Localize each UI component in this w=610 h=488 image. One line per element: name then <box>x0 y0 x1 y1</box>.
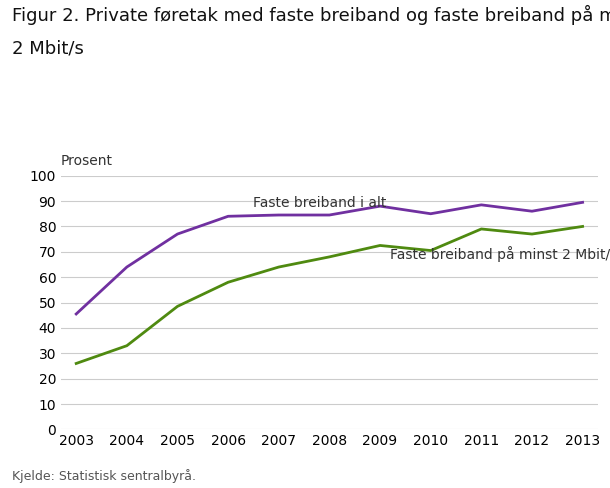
Text: Kjelde: Statistisk sentralbyrå.: Kjelde: Statistisk sentralbyrå. <box>12 469 196 483</box>
Text: Faste breiband i alt: Faste breiband i alt <box>253 196 387 210</box>
Text: Prosent: Prosent <box>61 154 113 168</box>
Text: Figur 2. Private føretak med faste breiband og faste breiband på minst: Figur 2. Private føretak med faste breib… <box>12 5 610 25</box>
Text: Faste breiband på minst 2 Mbit/s: Faste breiband på minst 2 Mbit/s <box>390 246 610 263</box>
Text: 2 Mbit/s: 2 Mbit/s <box>12 39 84 57</box>
